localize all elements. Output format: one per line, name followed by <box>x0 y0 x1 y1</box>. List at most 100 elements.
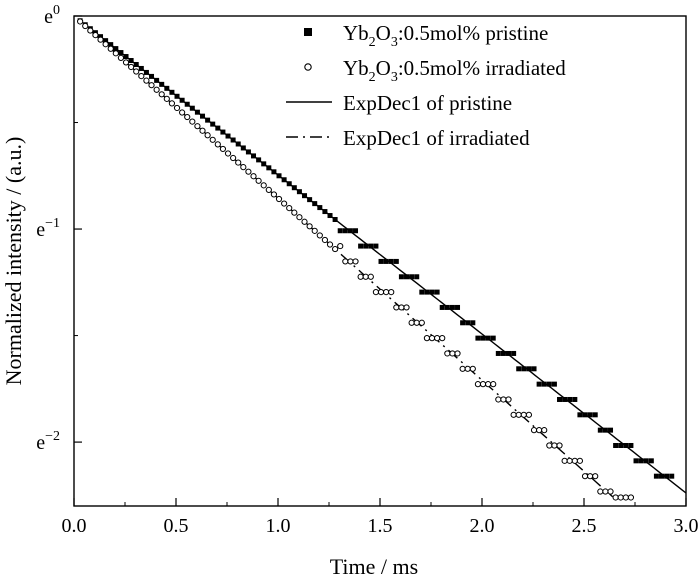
data-point-pristine <box>434 289 440 295</box>
data-point-pristine <box>557 396 563 402</box>
data-point-irradiated <box>556 442 563 449</box>
data-point-irradiated <box>87 27 94 34</box>
data-point-pristine <box>409 274 415 280</box>
data-point-irradiated <box>163 95 170 102</box>
data-point-pristine <box>164 85 170 91</box>
legend-label: Yb2O3:0.5mol% irradiated <box>343 56 566 85</box>
data-point-irradiated <box>240 164 247 171</box>
data-point-pristine <box>608 427 614 433</box>
data-point-pristine <box>291 185 297 191</box>
data-point-irradiated <box>214 141 221 148</box>
data-point-pristine <box>664 473 670 479</box>
data-point-irradiated <box>398 304 405 311</box>
data-point-irradiated <box>133 68 140 75</box>
data-point-irradiated <box>408 319 415 326</box>
data-point-pristine <box>225 133 231 139</box>
data-point-pristine <box>184 101 190 107</box>
data-point-irradiated <box>469 365 476 372</box>
data-point-irradiated <box>347 258 354 265</box>
data-point-pristine <box>567 396 573 402</box>
data-point-irradiated <box>383 289 390 296</box>
data-point-irradiated <box>199 127 206 134</box>
data-point-pristine <box>388 258 394 264</box>
axes-layer: 0.0 0.5 1.0 1.5 2.0 2.5 3.0 e0 e−1 e−2 <box>36 3 698 537</box>
data-point-irradiated <box>464 365 471 372</box>
x-tick-label: 3.0 <box>674 515 699 537</box>
data-point-pristine <box>526 366 532 372</box>
data-point-irradiated <box>541 427 548 434</box>
data-point-irradiated <box>490 381 497 388</box>
data-point-pristine <box>587 412 593 418</box>
data-point-pristine <box>551 381 557 387</box>
data-point-pristine <box>648 458 654 464</box>
data-point-irradiated <box>92 32 99 39</box>
legend-label: ExpDec1 of irradiated <box>343 126 530 150</box>
data-point-irradiated <box>428 335 436 342</box>
data-point-irradiated <box>337 242 344 250</box>
data-point-pristine <box>455 304 461 310</box>
data-point-irradiated <box>546 442 553 449</box>
data-point-irradiated <box>281 200 288 207</box>
data-point-pristine <box>174 93 180 99</box>
data-point-pristine <box>332 217 338 223</box>
data-point-irradiated <box>566 457 573 464</box>
data-point-pristine <box>414 274 420 280</box>
data-point-irradiated <box>209 136 216 143</box>
data-point-pristine <box>358 243 364 249</box>
data-point-pristine <box>230 137 236 143</box>
data-point-irradiated <box>321 236 329 244</box>
data-point-irradiated <box>525 411 533 418</box>
series-layer <box>77 18 687 501</box>
data-point-pristine <box>521 366 527 372</box>
data-point-pristine <box>281 177 287 183</box>
data-point-irradiated <box>265 186 272 193</box>
data-point-pristine <box>516 366 522 372</box>
data-point-pristine <box>536 381 542 387</box>
data-point-irradiated <box>479 381 487 388</box>
data-point-pristine <box>312 201 318 207</box>
data-point-irradiated <box>158 91 165 98</box>
data-point-irradiated <box>224 150 232 157</box>
data-point-pristine <box>582 412 588 418</box>
data-point-irradiated <box>367 273 374 280</box>
data-point-pristine <box>322 209 328 215</box>
data-point-pristine <box>378 258 384 264</box>
data-point-irradiated <box>561 457 568 464</box>
data-point-irradiated <box>485 381 492 388</box>
x-axis-label: Time / ms <box>330 554 418 579</box>
data-point-irradiated <box>587 473 594 480</box>
data-point-pristine <box>215 125 221 131</box>
data-point-irradiated <box>449 350 456 357</box>
data-point-pristine <box>220 129 226 135</box>
y-tick-label: e−1 <box>36 216 60 241</box>
data-point-irradiated <box>581 473 589 480</box>
data-point-irradiated <box>168 100 176 107</box>
data-point-pristine <box>317 205 323 211</box>
data-point-irradiated <box>617 494 624 501</box>
data-point-irradiated <box>296 214 303 221</box>
data-point-irradiated <box>179 109 186 116</box>
data-point-pristine <box>541 381 547 387</box>
data-point-irradiated <box>393 304 400 311</box>
data-point-irradiated <box>377 289 385 296</box>
data-point-pristine <box>602 427 608 433</box>
data-point-irradiated <box>597 488 604 495</box>
data-point-irradiated <box>311 227 318 234</box>
data-point-pristine <box>245 149 251 155</box>
data-point-pristine <box>251 153 257 159</box>
data-point-irradiated <box>362 273 369 280</box>
data-point-pristine <box>393 258 399 264</box>
data-point-irradiated <box>439 335 446 342</box>
data-point-pristine <box>546 381 552 387</box>
data-point-pristine <box>511 350 517 356</box>
data-point-irradiated <box>102 41 109 48</box>
data-point-pristine <box>210 121 216 127</box>
data-point-pristine <box>460 320 466 326</box>
data-point-irradiated <box>250 173 257 180</box>
data-point-pristine <box>470 320 476 326</box>
y-tick-label: e−2 <box>36 429 60 454</box>
data-point-pristine <box>613 442 619 448</box>
x-tick-label: 0.0 <box>62 515 87 537</box>
data-point-pristine <box>179 97 185 103</box>
